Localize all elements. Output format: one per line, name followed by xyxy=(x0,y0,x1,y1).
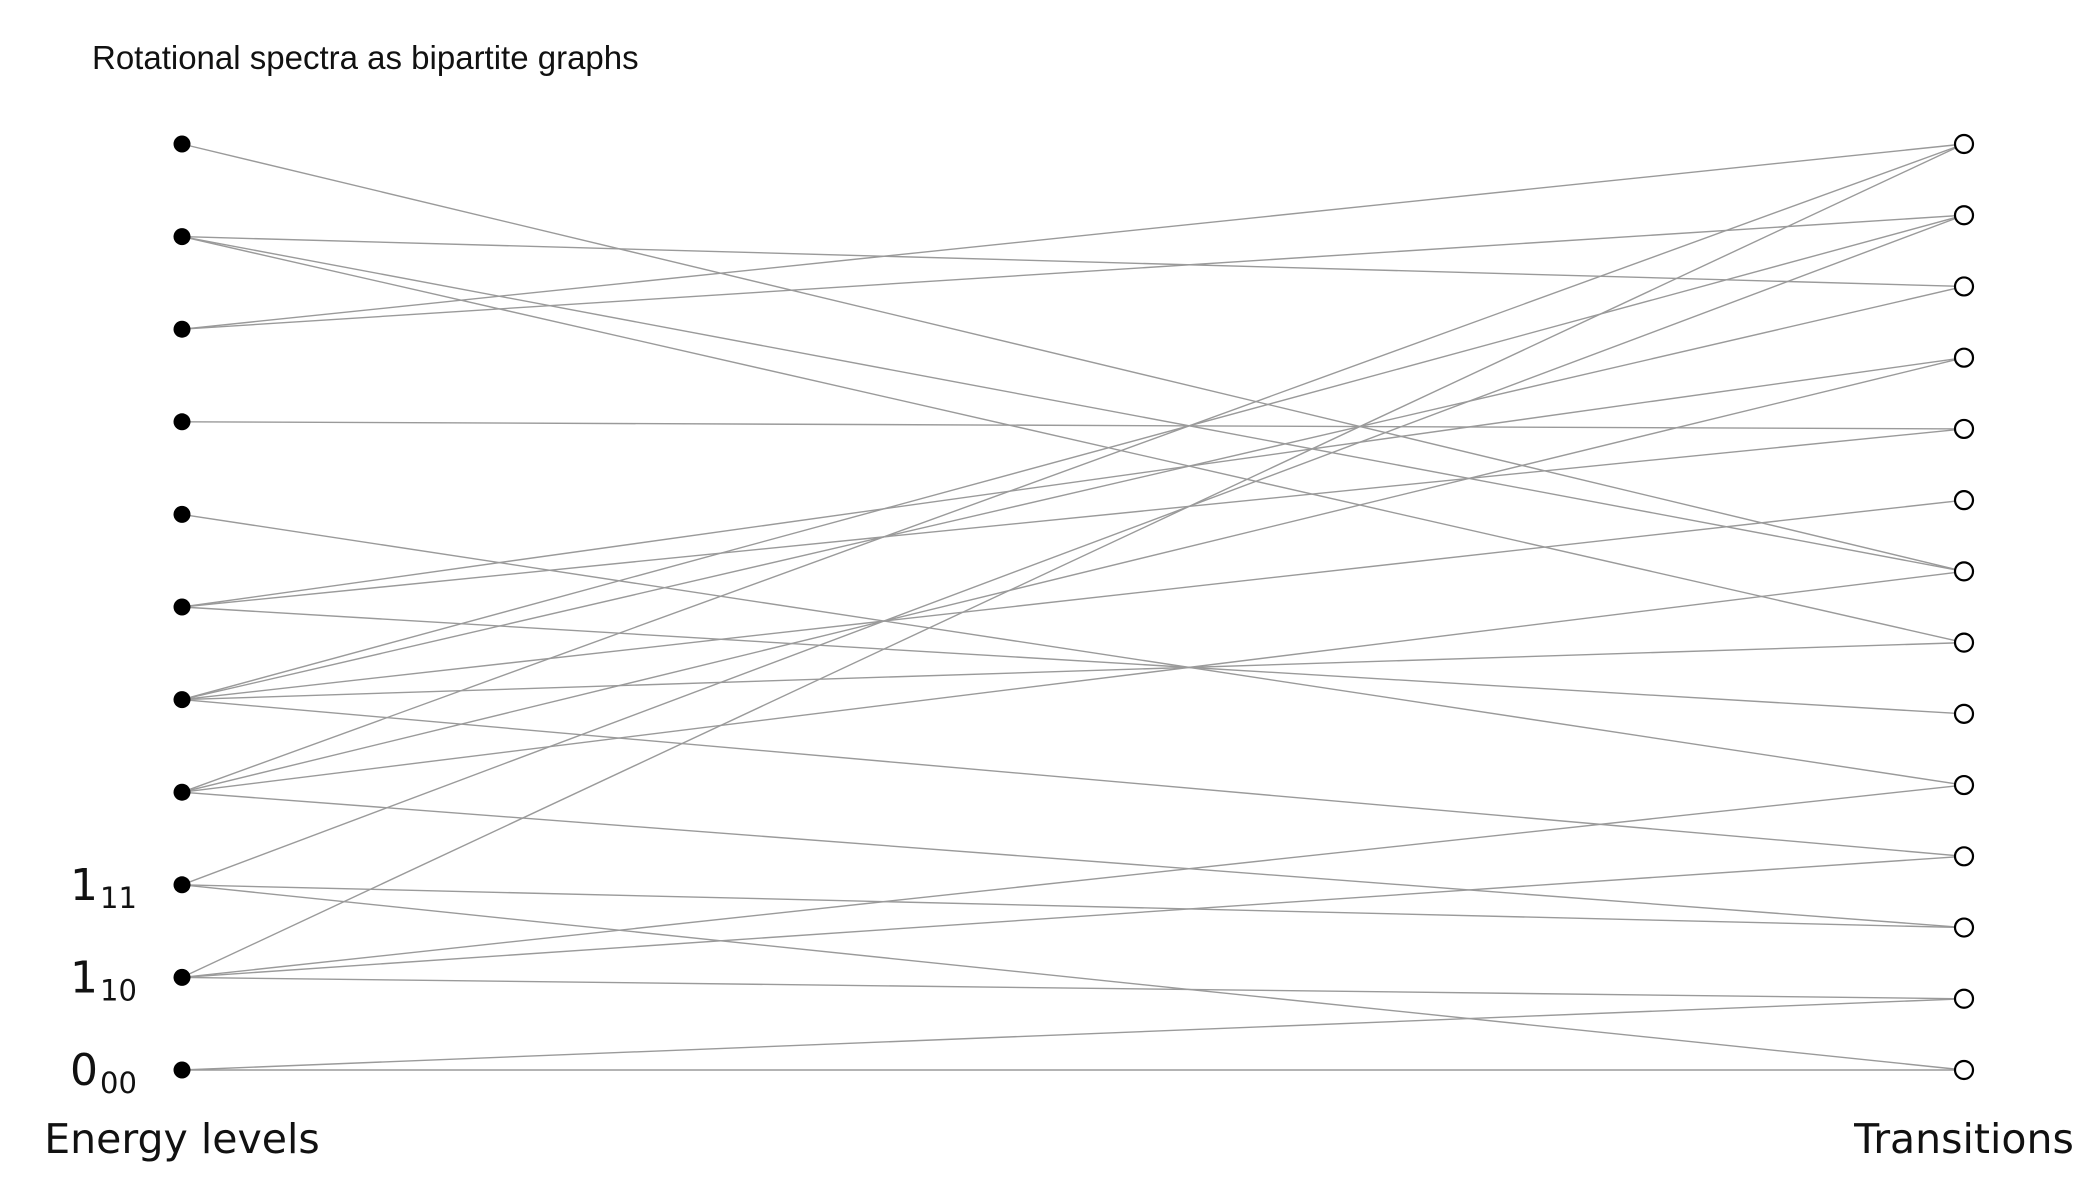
energy-level-label-main: 1 xyxy=(70,952,98,1003)
energy-level-node-9 xyxy=(173,228,191,246)
edge-level-3-transition-2 xyxy=(181,791,1965,929)
energy-level-label-subscript: 00 xyxy=(100,1066,137,1100)
edge-level-4-transition-6 xyxy=(181,641,1965,701)
transition-node-10 xyxy=(1953,347,1975,368)
edge-level-4-transition-12 xyxy=(181,214,1965,701)
transition-node-12 xyxy=(1953,205,1975,226)
energy-level-label-0: 000 xyxy=(70,1045,137,1100)
energy-level-node-3 xyxy=(173,783,191,801)
edges-layer xyxy=(181,143,1965,1071)
transition-node-6 xyxy=(1953,632,1975,653)
transitions-axis-label: Transitions xyxy=(1853,1115,2074,1163)
edge-level-7-transition-9 xyxy=(181,421,1965,430)
energy-level-label-main: 0 xyxy=(70,1045,98,1096)
transition-node-0 xyxy=(1953,1059,1975,1081)
transition-node-4 xyxy=(1953,774,1975,796)
edge-level-9-transition-11 xyxy=(181,235,1965,288)
edge-level-9-transition-6 xyxy=(181,235,1965,644)
edge-level-2-transition-12 xyxy=(181,214,1965,886)
edge-level-9-transition-7 xyxy=(181,235,1965,573)
edge-level-8-transition-12 xyxy=(181,214,1965,330)
energy-levels-axis-label: Energy levels xyxy=(44,1115,319,1163)
transition-node-7 xyxy=(1953,561,1975,582)
transition-node-5 xyxy=(1953,703,1975,724)
energy-level-node-1 xyxy=(173,968,191,986)
energy-level-node-6 xyxy=(173,505,191,523)
energy-level-label-1: 110 xyxy=(70,952,137,1007)
edge-level-5-transition-10 xyxy=(181,356,1965,608)
energy-level-node-7 xyxy=(173,413,191,431)
edge-level-2-transition-0 xyxy=(181,884,1965,1071)
edge-level-10-transition-7 xyxy=(181,143,1965,573)
edge-level-3-transition-13 xyxy=(181,143,1965,793)
transition-node-1 xyxy=(1953,988,1975,1009)
edge-level-3-transition-7 xyxy=(181,570,1965,793)
energy-level-label-subscript: 11 xyxy=(100,881,137,915)
energy-level-node-0 xyxy=(173,1061,191,1079)
energy-level-label-main: 1 xyxy=(70,860,98,911)
edge-level-1-transition-1 xyxy=(181,976,1965,1000)
edge-level-1-transition-3 xyxy=(181,855,1965,979)
energy-level-node-8 xyxy=(173,320,191,338)
energy-level-node-4 xyxy=(173,691,191,709)
edge-level-8-transition-13 xyxy=(181,143,1965,330)
energy-level-node-2 xyxy=(173,876,191,894)
edge-level-3-transition-10 xyxy=(181,357,1965,793)
edge-level-6-transition-4 xyxy=(181,513,1965,786)
transition-node-11 xyxy=(1953,276,1975,297)
energy-level-node-5 xyxy=(173,598,191,616)
edge-level-0-transition-1 xyxy=(181,998,1965,1071)
transition-node-13 xyxy=(1953,133,1975,155)
transition-node-8 xyxy=(1953,490,1975,511)
transition-node-9 xyxy=(1953,418,1975,440)
transition-node-3 xyxy=(1953,846,1975,867)
edge-level-4-transition-3 xyxy=(181,698,1965,858)
edge-level-1-transition-4 xyxy=(181,784,1965,979)
edge-level-4-transition-11 xyxy=(181,285,1965,701)
nodes-layer xyxy=(173,133,1975,1081)
edge-level-1-transition-13 xyxy=(181,143,1965,979)
energy-level-label-subscript: 10 xyxy=(100,973,137,1007)
energy-level-label-2: 111 xyxy=(70,860,137,915)
edge-level-2-transition-2 xyxy=(181,884,1965,929)
edge-level-5-transition-9 xyxy=(181,428,1965,608)
edge-level-4-transition-8 xyxy=(181,499,1965,701)
edge-level-5-transition-5 xyxy=(181,606,1965,715)
energy-level-node-10 xyxy=(173,135,191,153)
transition-node-2 xyxy=(1953,917,1975,938)
graph-title: Rotational spectra as bipartite graphs xyxy=(92,39,639,76)
